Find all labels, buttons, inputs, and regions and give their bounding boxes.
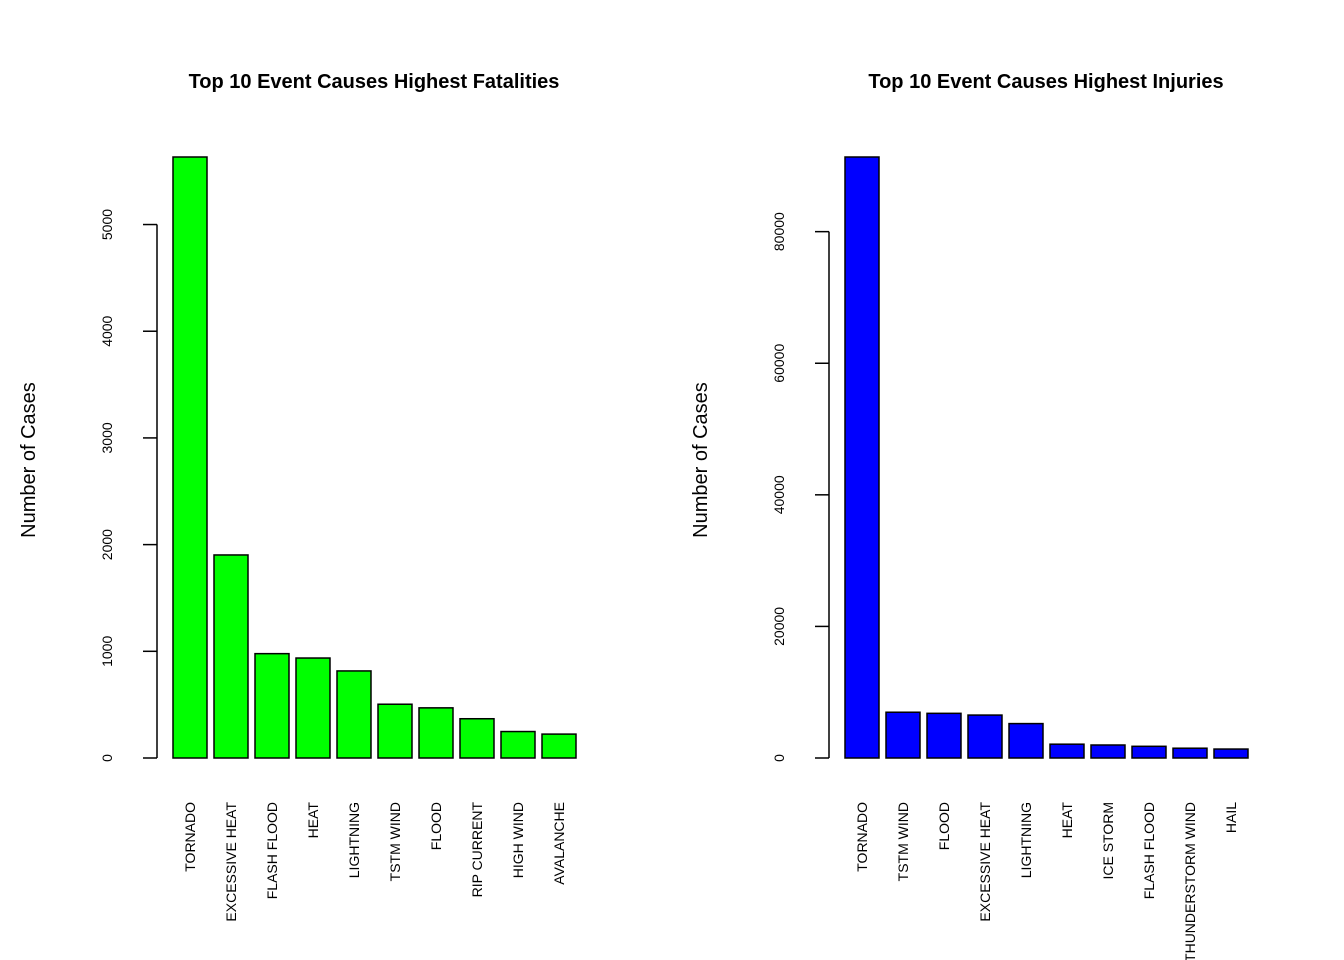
bar-2: [213, 554, 249, 759]
chart-title: Top 10 Event Causes Highest Injuries: [868, 71, 1223, 93]
y-tick-label: 60000: [771, 344, 787, 383]
x-tick-label: HEAT: [305, 802, 321, 839]
x-tick-label: FLOOD: [428, 802, 444, 850]
bar-7: [418, 707, 454, 759]
y-tick-label: 0: [99, 754, 115, 762]
x-tick-label: HAIL: [1223, 802, 1239, 833]
bar-3: [926, 712, 962, 759]
bar-6: [1049, 743, 1085, 759]
x-tick-label: HEAT: [1059, 802, 1075, 839]
bar-3: [254, 652, 290, 759]
y-tick-label: 3000: [99, 422, 115, 453]
x-tick-label: TSTM WIND: [387, 802, 403, 881]
x-tick-label: LIGHTNING: [1018, 802, 1034, 878]
chart-title: Top 10 Event Causes Highest Fatalities: [189, 71, 560, 93]
x-tick-label: LIGHTNING: [346, 802, 362, 878]
bar-4: [967, 714, 1003, 759]
fatalities-chart: Top 10 Event Causes Highest Fatalities N…: [18, 71, 577, 922]
bar-10: [541, 733, 577, 759]
bar-5: [336, 670, 372, 759]
injuries-chart: Top 10 Event Causes Highest Injuries Num…: [690, 71, 1249, 960]
bar-6: [377, 703, 413, 759]
y-axis-label: Number of Cases: [690, 382, 712, 538]
bar-9: [1172, 747, 1208, 759]
y-tick-label: 40000: [771, 475, 787, 514]
bar-5: [1008, 722, 1044, 759]
bar-2: [885, 711, 921, 759]
y-tick-label: 0: [771, 754, 787, 762]
x-tick-label: TSTM WIND: [895, 802, 911, 881]
y-tick-label: 1000: [99, 636, 115, 667]
bar-1: [844, 156, 880, 759]
x-tick-label: FLASH FLOOD: [1141, 802, 1157, 899]
bar-7: [1090, 744, 1126, 759]
bar-10: [1213, 748, 1249, 759]
bar-4: [295, 657, 331, 759]
y-tick-label: 2000: [99, 529, 115, 560]
y-tick-label: 4000: [99, 315, 115, 346]
x-tick-label: ICE STORM: [1100, 802, 1116, 880]
x-tick-label: AVALANCHE: [551, 802, 567, 885]
bar-8: [459, 717, 495, 759]
bar-1: [172, 156, 208, 759]
y-tick-label: 5000: [99, 209, 115, 240]
y-tick-label: 80000: [771, 212, 787, 251]
x-tick-label: RIP CURRENT: [469, 802, 485, 898]
x-tick-label: FLOOD: [936, 802, 952, 850]
y-tick-label: 20000: [771, 607, 787, 646]
bar-8: [1131, 745, 1167, 759]
x-tick-label: EXCESSIVE HEAT: [977, 802, 993, 922]
x-tick-label: HIGH WIND: [510, 802, 526, 878]
x-tick-label: TORNADO: [854, 802, 870, 872]
bar-9: [500, 730, 536, 759]
x-tick-label: FLASH FLOOD: [264, 802, 280, 899]
x-tick-label: THUNDERSTORM WIND: [1182, 802, 1198, 960]
x-tick-label: EXCESSIVE HEAT: [223, 802, 239, 922]
y-axis-label: Number of Cases: [18, 382, 40, 538]
x-tick-label: TORNADO: [182, 802, 198, 872]
